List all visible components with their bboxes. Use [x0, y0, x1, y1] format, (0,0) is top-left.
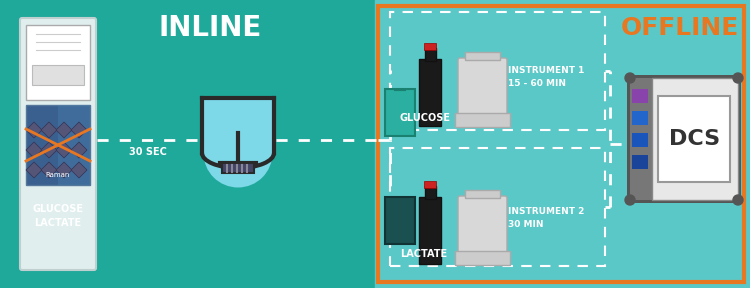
Circle shape — [733, 73, 743, 83]
Bar — [630, 78, 652, 200]
FancyBboxPatch shape — [385, 89, 415, 136]
Bar — [632, 133, 648, 147]
Bar — [632, 155, 648, 169]
FancyBboxPatch shape — [424, 43, 436, 50]
Bar — [0, 0, 375, 288]
Polygon shape — [71, 142, 87, 158]
Circle shape — [625, 195, 635, 205]
Polygon shape — [26, 162, 42, 178]
Text: 30 SEC: 30 SEC — [129, 147, 167, 157]
Bar — [378, 6, 744, 282]
Bar — [222, 163, 254, 173]
Bar — [632, 89, 648, 103]
Bar — [455, 251, 510, 265]
FancyBboxPatch shape — [627, 75, 741, 203]
Polygon shape — [56, 142, 72, 158]
Circle shape — [625, 73, 635, 83]
Bar — [390, 12, 605, 130]
Bar — [455, 113, 510, 127]
Bar — [375, 0, 750, 288]
Bar — [465, 52, 500, 60]
Text: INLINE: INLINE — [158, 14, 262, 42]
Text: INSTRUMENT 2
30 MIN: INSTRUMENT 2 30 MIN — [508, 207, 584, 229]
Bar — [203, 98, 272, 153]
Polygon shape — [41, 122, 57, 138]
Bar — [58, 105, 90, 185]
Wedge shape — [203, 153, 272, 187]
FancyBboxPatch shape — [20, 18, 96, 270]
Polygon shape — [26, 142, 42, 158]
FancyBboxPatch shape — [419, 59, 441, 126]
Polygon shape — [56, 162, 72, 178]
Text: OFFLINE: OFFLINE — [621, 16, 739, 40]
Text: GLUCOSE: GLUCOSE — [400, 113, 451, 123]
FancyBboxPatch shape — [458, 58, 507, 117]
Polygon shape — [56, 122, 72, 138]
Bar — [26, 25, 90, 100]
Text: INSTRUMENT 1
15 - 60 MIN: INSTRUMENT 1 15 - 60 MIN — [508, 66, 584, 88]
Bar — [652, 78, 738, 200]
Bar — [632, 111, 648, 125]
Polygon shape — [41, 142, 57, 158]
Circle shape — [733, 195, 743, 205]
FancyBboxPatch shape — [385, 197, 415, 244]
Bar — [32, 65, 84, 85]
FancyBboxPatch shape — [424, 48, 436, 60]
Bar — [26, 105, 90, 185]
Text: Raman: Raman — [46, 172, 70, 178]
Polygon shape — [71, 122, 87, 138]
Polygon shape — [26, 122, 42, 138]
Polygon shape — [41, 162, 57, 178]
FancyBboxPatch shape — [458, 196, 507, 255]
Bar — [658, 96, 730, 182]
FancyBboxPatch shape — [419, 197, 441, 264]
FancyBboxPatch shape — [424, 181, 436, 188]
Polygon shape — [71, 162, 87, 178]
Text: DCS: DCS — [670, 129, 721, 149]
Bar — [390, 148, 605, 266]
Text: GLUCOSE
LACTATE: GLUCOSE LACTATE — [32, 204, 83, 228]
Bar — [465, 190, 500, 198]
Text: LACTATE: LACTATE — [400, 249, 447, 259]
FancyBboxPatch shape — [424, 185, 436, 198]
